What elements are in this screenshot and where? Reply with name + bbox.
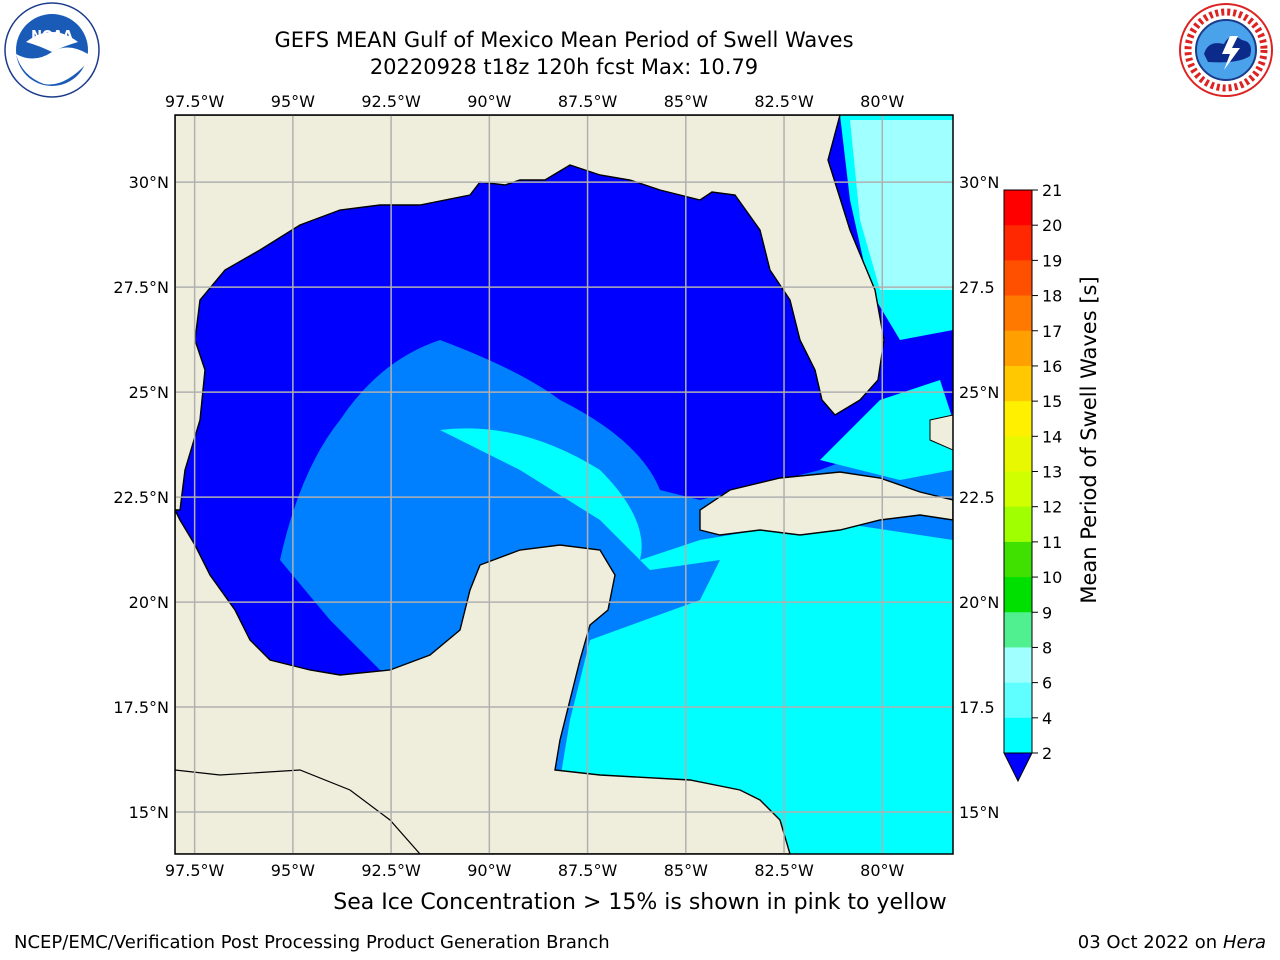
- map-frame: [174, 114, 954, 855]
- lon-label-bottom: 92.5°W: [361, 861, 421, 880]
- chart-title-line1: GEFS MEAN Gulf of Mexico Mean Period of …: [274, 28, 854, 52]
- lon-label-bottom: 87.5°W: [558, 861, 618, 880]
- lat-label-left: 25°N: [129, 383, 169, 402]
- lon-label-top: 82.5°W: [754, 92, 814, 111]
- colorbar-tick-label: 10: [1042, 568, 1062, 587]
- colorbar-segment: [1004, 436, 1032, 472]
- lon-label-bottom: 82.5°W: [754, 861, 814, 880]
- colorbar-tick-label: 11: [1042, 533, 1062, 552]
- lat-label-right: 20°N: [959, 593, 999, 612]
- colorbar-extend-triangle: [1003, 752, 1033, 783]
- footer-date: 03 Oct 2022 on Hera: [1078, 932, 1266, 953]
- lon-label-top: 85°W: [664, 92, 708, 111]
- colorbar-tick-label: 6: [1042, 674, 1052, 693]
- land-us-gulf-coast: [175, 115, 885, 511]
- lon-label-top: 87.5°W: [558, 92, 618, 111]
- lon-label-bottom: 95°W: [271, 861, 315, 880]
- colorbar-label: Mean Period of Swell Waves [s]: [1077, 276, 1101, 603]
- colorbar-tick-label: 20: [1042, 216, 1062, 235]
- colorbar-tick-label: 8: [1042, 638, 1052, 657]
- lat-label-right: 25°N: [959, 383, 999, 402]
- lat-label-left: 30°N: [129, 173, 169, 192]
- colorbar-segment: [1004, 330, 1032, 367]
- lat-label-right: 22.5: [959, 488, 995, 507]
- land-florida-keys-bahamas: [929, 414, 953, 451]
- land-mexico: [175, 509, 791, 854]
- lat-label-left: 27.5°N: [113, 278, 169, 297]
- lon-label-top: 97.5°W: [165, 92, 225, 111]
- lon-label-top: 95°W: [271, 92, 315, 111]
- colorbar-tick-label: 18: [1042, 287, 1062, 306]
- chart-title-line2: 20220928 t18z 120h fcst Max: 10.79: [369, 55, 759, 79]
- colorbar-segment: [1004, 577, 1032, 613]
- land-cuba: [699, 471, 953, 536]
- swell-band-6-8-east: [820, 380, 953, 480]
- sea-ice-note: Sea Ice Concentration > 15% is shown in …: [333, 890, 947, 915]
- lon-label-top: 90°W: [467, 92, 511, 111]
- lon-label-bottom: 90°W: [467, 861, 511, 880]
- noaa-logo-icon: NOAA: [4, 2, 100, 98]
- colorbar-segment: [1004, 612, 1032, 648]
- colorbar-tick-label: 4: [1042, 709, 1052, 728]
- lon-label-top: 92.5°W: [361, 92, 421, 111]
- gulf-of-mexico-map: 97.5°W 97.5°W 95°W 95°W 92.5°W 92.5°W 90°W 90°W…: [113, 92, 999, 880]
- lat-label-right: 15°N: [959, 803, 999, 822]
- colorbar-tick-label: 16: [1042, 357, 1062, 376]
- colorbar-segment: [1004, 225, 1032, 261]
- colorbar-segment: [1004, 190, 1032, 226]
- colorbar-segment: [1004, 471, 1032, 508]
- colorbar-tick-label: 13: [1042, 463, 1062, 482]
- lon-label-bottom: 80°W: [860, 861, 904, 880]
- colorbar-segment: [1004, 717, 1032, 754]
- colorbar-segment: [1004, 647, 1032, 684]
- colorbar-segment: [1004, 295, 1032, 332]
- lat-label-left: 22.5°N: [113, 488, 169, 507]
- lon-label-top: 80°W: [860, 92, 904, 111]
- lat-label-left: 15°N: [129, 803, 169, 822]
- colorbar-tick-label: 14: [1042, 427, 1062, 446]
- colorbar-segment: [1004, 260, 1032, 297]
- swell-band-6-8: [440, 428, 953, 854]
- lat-label-left: 17.5°N: [113, 698, 169, 717]
- colorbar-tick-label: 17: [1042, 322, 1062, 341]
- lat-label-right: 27.5: [959, 278, 995, 297]
- footer-host: Hera: [1222, 932, 1266, 953]
- swell-band-8-9-florida: [850, 120, 953, 290]
- colorbar: 21 20 19 18 17 16 15 14 13 12 11 10 9 8 6 4 2 Mean Perio…: [1003, 181, 1101, 783]
- colorbar-tick-label: 15: [1042, 392, 1062, 411]
- colorbar-tick-label: 2: [1042, 744, 1052, 763]
- footer-branch: NCEP/EMC/Verification Post Processing Pr…: [14, 932, 610, 953]
- colorbar-tick-label: 9: [1042, 603, 1052, 622]
- colorbar-segment: [1004, 541, 1032, 578]
- lat-label-left: 20°N: [129, 593, 169, 612]
- footer-date-text: 03 Oct 2022 on: [1077, 932, 1218, 953]
- colorbar-segment: [1004, 682, 1032, 719]
- national-weather-service-logo-icon: [1179, 3, 1273, 97]
- colorbar-tick-label: 19: [1042, 251, 1062, 270]
- colorbar-tick-label: 12: [1042, 498, 1062, 517]
- colorbar-tick-label: 21: [1042, 181, 1062, 200]
- lon-label-bottom: 85°W: [664, 861, 708, 880]
- colorbar-segment: [1004, 506, 1032, 543]
- lon-label-bottom: 97.5°W: [165, 861, 225, 880]
- colorbar-segment: [1004, 365, 1032, 402]
- noaa-logo-text: NOAA: [31, 29, 73, 44]
- lat-label-right: 17.5: [959, 698, 995, 717]
- lat-label-right: 30°N: [959, 173, 999, 192]
- map-grid: [175, 115, 953, 854]
- colorbar-segment: [1004, 401, 1032, 437]
